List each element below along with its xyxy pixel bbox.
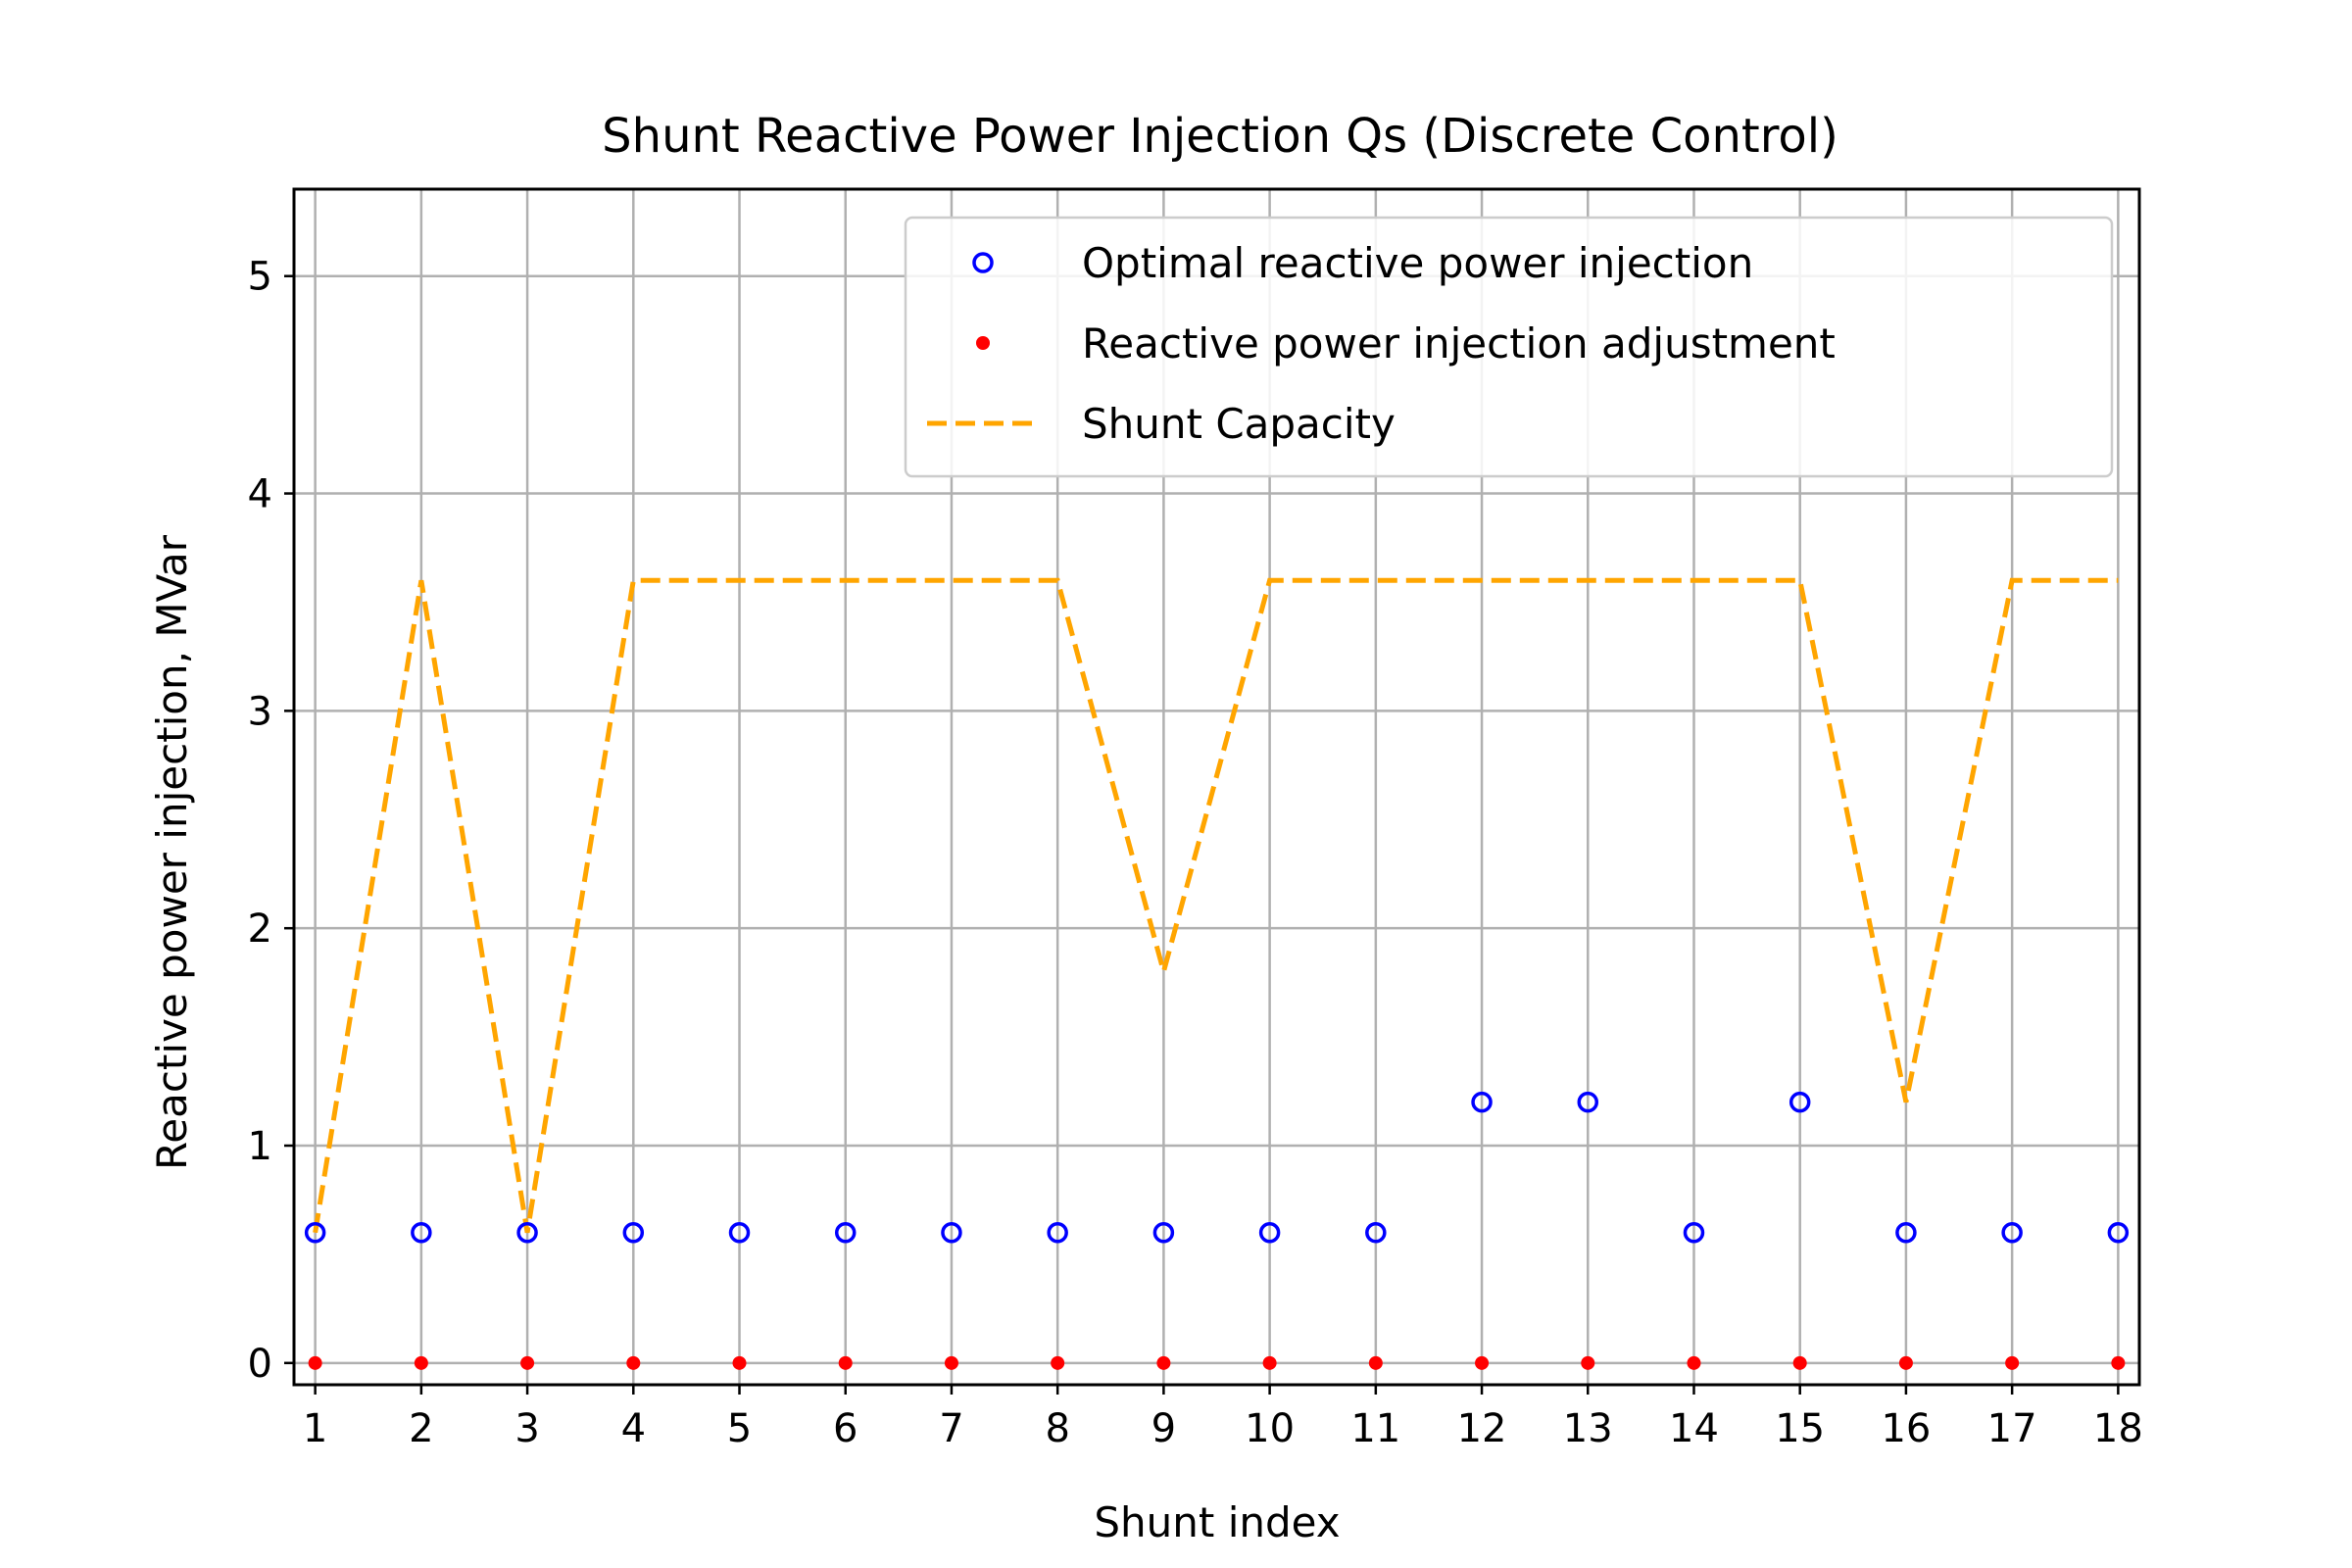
legend-box — [904, 216, 2114, 478]
optimal-injection-point — [1895, 1221, 1917, 1244]
y-tick-label: 3 — [248, 689, 272, 734]
adjustment-point — [1581, 1355, 1595, 1370]
x-tick-label: 15 — [1775, 1406, 1825, 1451]
adjustment-point — [1475, 1355, 1490, 1370]
chart-title: Shunt Reactive Power Injection Qs (Discr… — [602, 109, 1838, 164]
x-axis-label: Shunt index — [1094, 1498, 1340, 1546]
legend-label-adjustment: Reactive power injection adjustment — [1082, 319, 1836, 368]
optimal-injection-point — [304, 1221, 326, 1244]
adjustment-point — [2005, 1355, 2020, 1370]
optimal-injection-point — [622, 1221, 645, 1244]
adjustment-point — [1368, 1355, 1383, 1370]
legend: Optimal reactive power injection Reactive… — [904, 216, 2114, 478]
x-tick-label: 1 — [303, 1406, 327, 1451]
adjustment-point — [1898, 1355, 1913, 1370]
adjustment-point — [944, 1355, 958, 1370]
y-tick-label: 2 — [248, 906, 272, 952]
x-tick-label: 16 — [1881, 1406, 1931, 1451]
x-tick-label: 11 — [1350, 1406, 1400, 1451]
x-tick-label: 9 — [1152, 1406, 1176, 1451]
optimal-injection-point — [728, 1221, 751, 1244]
adjustment-point — [2111, 1355, 2126, 1370]
optimal-injection-point — [1152, 1221, 1175, 1244]
adjustment-point — [1687, 1355, 1701, 1370]
x-tick-label: 3 — [514, 1406, 539, 1451]
adjustment-point — [1792, 1355, 1807, 1370]
adjustment-point — [732, 1355, 747, 1370]
optimal-injection-point — [834, 1221, 857, 1244]
adjustment-point — [838, 1355, 853, 1370]
plot-frame — [292, 187, 2141, 1387]
y-axis-label: Reactive power injection, MVar — [148, 534, 196, 1170]
optimal-injection-point — [1683, 1221, 1705, 1244]
y-tick-label: 1 — [248, 1124, 272, 1169]
shunt-capacity-line — [313, 577, 2119, 1234]
adjustment-point — [1156, 1355, 1171, 1370]
adjustment-point — [308, 1355, 322, 1370]
legend-label-optimal: Optimal reactive power injection — [1082, 239, 1753, 287]
x-tick-label: 6 — [833, 1406, 858, 1451]
optimal-injection-point — [411, 1221, 432, 1244]
x-tick-label: 7 — [939, 1406, 963, 1451]
optimal-injection-point — [1365, 1221, 1387, 1244]
x-tick-label: 17 — [1987, 1406, 2037, 1451]
adjustment-point — [1262, 1355, 1277, 1370]
optimal-injection-point — [941, 1221, 962, 1244]
y-tick-label: 5 — [248, 255, 272, 300]
y-tick-label: 0 — [248, 1342, 272, 1387]
x-tick-label: 14 — [1669, 1406, 1719, 1451]
optimal-injection-point — [2107, 1221, 2130, 1244]
x-tick-label: 12 — [1457, 1406, 1507, 1451]
adjustment-point — [1051, 1355, 1065, 1370]
y-tick-label: 4 — [248, 472, 272, 517]
adjustment-point — [414, 1355, 428, 1370]
optimal-injection-point — [1471, 1091, 1493, 1113]
optimal-injection-point — [1788, 1091, 1811, 1113]
optimal-injection-point — [2001, 1221, 2023, 1244]
adjustment-point — [626, 1355, 641, 1370]
x-tick-label: 8 — [1045, 1406, 1069, 1451]
series-layer — [304, 577, 2130, 1370]
legend-label-capacity: Shunt Capacity — [1082, 400, 1396, 448]
optimal-injection-point — [1577, 1091, 1599, 1113]
legend-marker-optimal — [972, 252, 994, 273]
optimal-injection-point — [516, 1221, 538, 1244]
x-tick-label: 4 — [621, 1406, 646, 1451]
legend-marker-adjustment — [976, 336, 990, 350]
x-tick-label: 2 — [409, 1406, 433, 1451]
x-tick-label: 5 — [727, 1406, 752, 1451]
x-tick-label: 13 — [1563, 1406, 1613, 1451]
optimal-injection-point — [1258, 1221, 1281, 1244]
optimal-injection-point — [1047, 1221, 1068, 1244]
x-tick-label: 10 — [1245, 1406, 1295, 1451]
adjustment-point — [520, 1355, 535, 1370]
x-tick-label: 18 — [2093, 1406, 2143, 1451]
